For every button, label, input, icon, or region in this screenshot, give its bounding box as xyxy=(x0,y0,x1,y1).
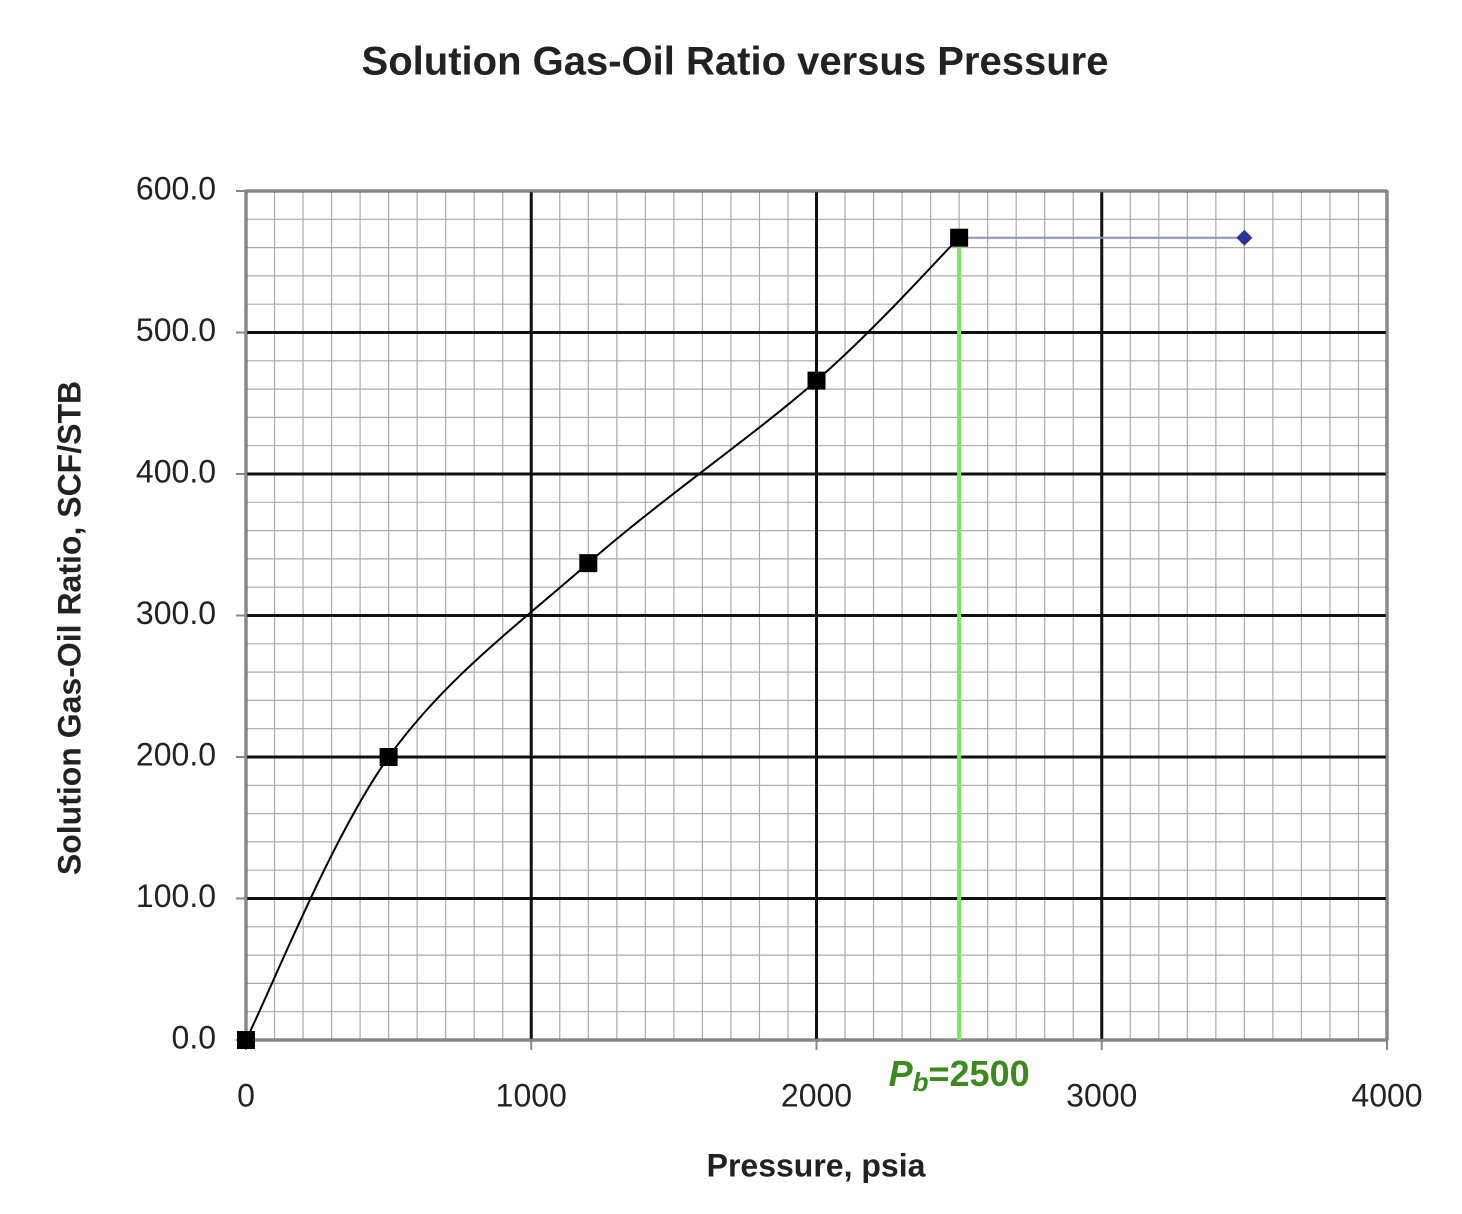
plot-frame xyxy=(244,189,1389,1042)
y-tick-label: 400.0 xyxy=(136,453,216,489)
marker xyxy=(807,371,826,390)
annotation-part: P xyxy=(889,1053,914,1094)
marker xyxy=(950,228,969,247)
y-tick-label: 100.0 xyxy=(136,878,216,914)
annotation-part: =2500 xyxy=(929,1053,1030,1094)
marker xyxy=(1236,229,1253,246)
x-tick-label: 1000 xyxy=(496,1077,567,1113)
x-tick-label: 0 xyxy=(237,1077,255,1113)
x-tick-label: 2000 xyxy=(781,1077,852,1113)
y-axis-label: Solution Gas-Oil Ratio, SCF/STB xyxy=(51,381,87,875)
y-tick-label: 600.0 xyxy=(136,170,216,206)
annotation-part: b xyxy=(913,1067,929,1097)
marker xyxy=(237,1031,255,1049)
x-tick-label: 3000 xyxy=(1066,1077,1137,1113)
y-tick-label: 300.0 xyxy=(136,595,216,631)
y-tick-label: 500.0 xyxy=(136,312,216,348)
annotation-label: Pb=2500 xyxy=(889,1053,1030,1097)
chart-title: Solution Gas-Oil Ratio versus Pressure xyxy=(362,40,1109,84)
marker xyxy=(379,748,398,766)
series-line xyxy=(245,236,960,1041)
x-tick-label: 4000 xyxy=(1351,1077,1422,1113)
x-axis-label: Pressure, psia xyxy=(707,1147,926,1183)
y-tick-label: 0.0 xyxy=(172,1019,216,1055)
marker xyxy=(579,554,598,573)
y-tick-label: 200.0 xyxy=(136,736,216,772)
